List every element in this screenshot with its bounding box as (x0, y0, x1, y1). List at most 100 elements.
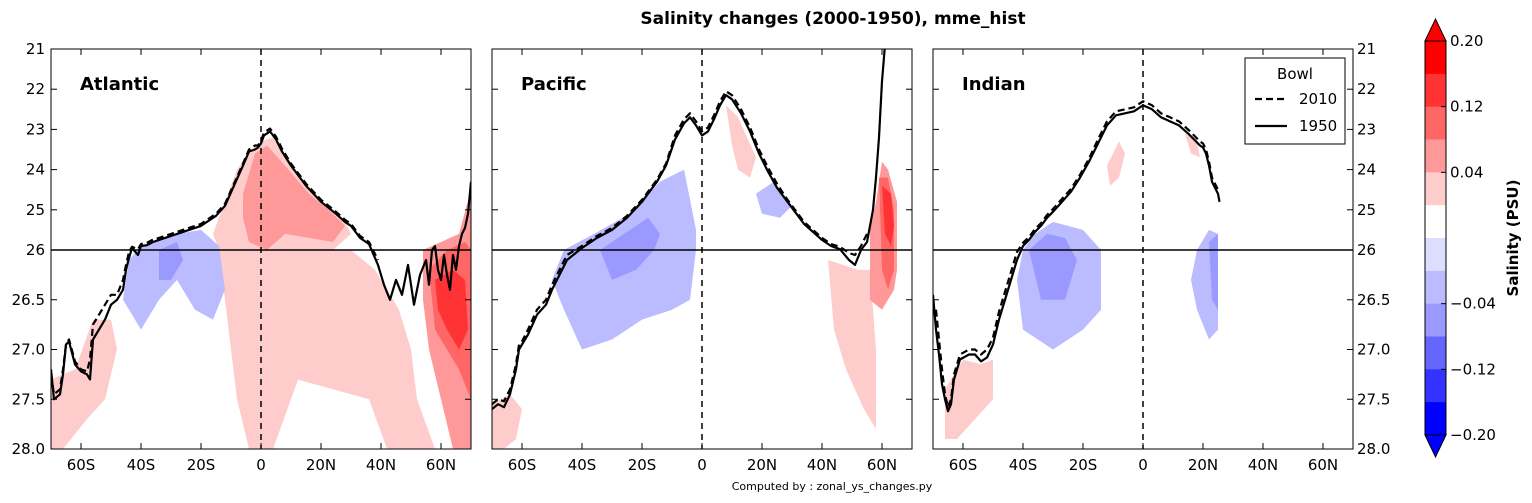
colorbar-segment (1425, 172, 1446, 206)
legend-label-1950: 1950 (1299, 117, 1337, 135)
bowl-1950-line (933, 104, 1221, 413)
x-tick-label: 40N (807, 456, 837, 474)
colorbar-segment (1425, 139, 1446, 173)
y-tick-label-left: 24 (26, 161, 45, 179)
footer-credit: Computed by : zonal_ys_changes.py (732, 480, 933, 493)
y-tick-label-left: 27.0 (12, 341, 45, 359)
bowl-2010-line (51, 127, 379, 396)
y-tick-label-right: 28.0 (1357, 440, 1390, 458)
salinity-change-region (1209, 233, 1218, 310)
panel-indian: 60S 40S 20S 0 20N 40N 60N 21 22 23 24 25 26 26.5 27.0 2… (932, 40, 1390, 474)
colorbar-extend-min (1424, 434, 1447, 459)
colorbar-segment (1425, 106, 1446, 140)
x-tick-label: 60N (426, 456, 456, 474)
salinity-change-region (600, 217, 660, 280)
x-tick-label: 20S (187, 456, 216, 474)
salinity-change-region (756, 181, 792, 218)
legend-box (1244, 57, 1346, 145)
x-tick-label: 60N (1308, 456, 1338, 474)
salinity-change-region (123, 229, 225, 330)
x-tick-label: 40N (1248, 456, 1278, 474)
colorbar-segment (1425, 205, 1446, 239)
colorbar-tick-label: −0.20 (1450, 426, 1496, 444)
y-tick-label-right: 27.0 (1357, 341, 1390, 359)
bowl-2010-line (934, 100, 1219, 409)
y-tick-label-right: 26.5 (1357, 291, 1390, 309)
salinity-change-region (159, 242, 183, 280)
colorbar-frame (1424, 40, 1447, 436)
panel-plot-area (51, 49, 471, 449)
x-tick-label: 40S (568, 456, 597, 474)
salinity-change-region (1107, 141, 1125, 186)
x-tick-label: 20S (1069, 456, 1098, 474)
colorbar-tick-label: 0.20 (1450, 32, 1483, 50)
y-tick-label-right: 23 (1357, 120, 1376, 138)
y-tick-label-right: 22 (1357, 80, 1376, 98)
colorbar-segment (1425, 303, 1446, 337)
colorbar-segment (1425, 270, 1446, 305)
y-tick-label-left: 26.5 (12, 291, 45, 309)
y-tick-label-left: 21 (26, 40, 45, 58)
colorbar-segment (1425, 73, 1446, 108)
x-tick-label: 20S (628, 456, 657, 474)
salinity-change-region (51, 319, 117, 449)
x-tick-label: 40N (366, 456, 396, 474)
colorbar-label: Salinity (PSU) (1504, 180, 1522, 297)
x-tick-label: 60S (67, 456, 96, 474)
bowl-1950-line (492, 49, 886, 411)
x-tick-label: 20N (747, 456, 777, 474)
colorbar-tick-label: 0.12 (1450, 98, 1483, 116)
panel-atlantic: 60S 40S 20S 0 20N 40N 60N 21 22 23 24 25 26 26.5 27.0 2… (12, 40, 472, 474)
x-tick-label: 60N (867, 456, 897, 474)
salinity-change-region (945, 359, 993, 439)
basin-label: Atlantic (80, 74, 159, 95)
panels: 60S 40S 20S 0 20N 40N 60N 21 22 23 24 25 26 26.5 27.0 2… (12, 40, 1391, 474)
salinity-change-region (435, 269, 468, 350)
bowl-2010-line (492, 90, 868, 406)
colorbar-tick-label: 0.04 (1450, 163, 1483, 181)
colorbar-tick-label: −0.04 (1450, 295, 1496, 313)
bowl-1950-line (51, 130, 471, 401)
salinity-change-region (1185, 133, 1200, 158)
x-tick-label: 40S (1009, 456, 1038, 474)
x-tick-label: 60S (949, 456, 978, 474)
figure-title: Salinity changes (2000-1950), mme_hist (640, 9, 1025, 29)
basin-label: Pacific (521, 74, 587, 95)
y-tick-label-right: 24 (1357, 161, 1376, 179)
legend-label-2010: 2010 (1299, 90, 1337, 108)
salinity-change-region (828, 260, 876, 430)
y-tick-label-left: 26 (26, 241, 45, 259)
colorbar: 0.20 0.12 0.04 −0.04 −0.12 −0.20 Salinity (PSU… (1424, 17, 1522, 459)
colorbar-segment (1425, 238, 1446, 272)
x-tick-label: 0 (1138, 456, 1148, 474)
colorbar-segment (1425, 41, 1446, 75)
salinity-change-region (882, 185, 894, 246)
y-tick-label-right: 21 (1357, 40, 1376, 58)
colorbar-tick-label: −0.12 (1450, 360, 1496, 378)
x-tick-label: 20N (306, 456, 336, 474)
salinity-change-region (492, 394, 522, 449)
legend: Bowl 2010 1950 (1244, 57, 1346, 145)
colorbar-segment (1425, 336, 1446, 370)
y-tick-label-left: 27.5 (12, 390, 45, 408)
y-tick-label-left: 22 (26, 80, 45, 98)
colorbar-extend-max (1424, 17, 1447, 42)
y-tick-label-left: 28.0 (12, 440, 45, 458)
y-tick-label-left: 23 (26, 120, 45, 138)
salinity-change-region (243, 145, 345, 250)
x-tick-label: 40S (127, 456, 156, 474)
x-tick-label: 60S (508, 456, 537, 474)
salinity-change-region (279, 250, 435, 449)
y-tick-label-right: 26 (1357, 241, 1376, 259)
y-tick-label-right: 27.5 (1357, 390, 1390, 408)
panel-pacific: 60S 40S 20S 0 20N 40N 60N Pacific (491, 48, 913, 474)
salinity-change-region (726, 105, 756, 178)
basin-label: Indian (962, 74, 1026, 95)
panel-plot-area (933, 49, 1353, 449)
colorbar-segment (1425, 369, 1446, 403)
panel-plot-area (492, 49, 912, 449)
x-tick-label: 20N (1188, 456, 1218, 474)
legend-title: Bowl (1277, 65, 1313, 83)
x-tick-label: 0 (697, 456, 707, 474)
